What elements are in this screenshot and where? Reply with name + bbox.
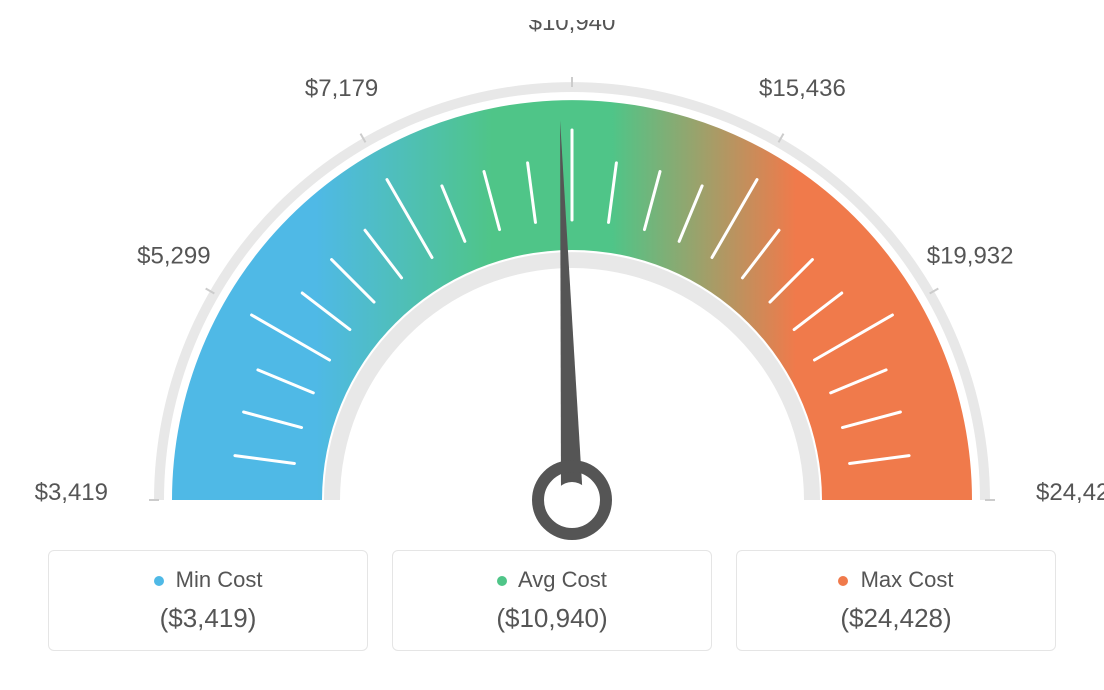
legend-label-line: Max Cost <box>757 567 1035 593</box>
legend-value-min: ($3,419) <box>69 603 347 634</box>
chart-container: $3,419 $5,299 $7,179 $10,940 $15,436 $19,932 $… <box>0 0 1104 690</box>
legend-card-avg: Avg Cost ($10,940) <box>392 550 712 651</box>
legend-label-avg: Avg Cost <box>518 567 607 592</box>
svg-text:$15,436: $15,436 <box>759 75 846 102</box>
svg-text:$3,419: $3,419 <box>35 479 108 506</box>
legend-dot-min <box>154 576 164 586</box>
legend-value-avg: ($10,940) <box>413 603 691 634</box>
legend-label-max: Max Cost <box>861 567 954 592</box>
legend-dot-avg <box>497 576 507 586</box>
gauge-wrapper: $3,419$5,299$7,179$10,940$15,436$19,932$… <box>20 20 1084 540</box>
legend-value-max: ($24,428) <box>757 603 1035 634</box>
svg-text:$7,179: $7,179 <box>305 75 378 102</box>
svg-text:$24,428: $24,428 <box>1036 479 1104 506</box>
legend-row: Min Cost ($3,419) Avg Cost ($10,940) Max… <box>20 550 1084 651</box>
legend-label-min: Min Cost <box>176 567 263 592</box>
svg-text:$19,932: $19,932 <box>927 243 1014 270</box>
legend-card-max: Max Cost ($24,428) <box>736 550 1056 651</box>
legend-label-line: Avg Cost <box>413 567 691 593</box>
legend-card-min: Min Cost ($3,419) <box>48 550 368 651</box>
legend-dot-max <box>838 576 848 586</box>
svg-text:$5,299: $5,299 <box>137 243 210 270</box>
gauge-chart: $3,419 $5,299 $7,179 $10,940 $15,436 $19,932 $… <box>20 20 1104 540</box>
legend-label-line: Min Cost <box>69 567 347 593</box>
svg-text:$10,940: $10,940 <box>529 20 616 36</box>
